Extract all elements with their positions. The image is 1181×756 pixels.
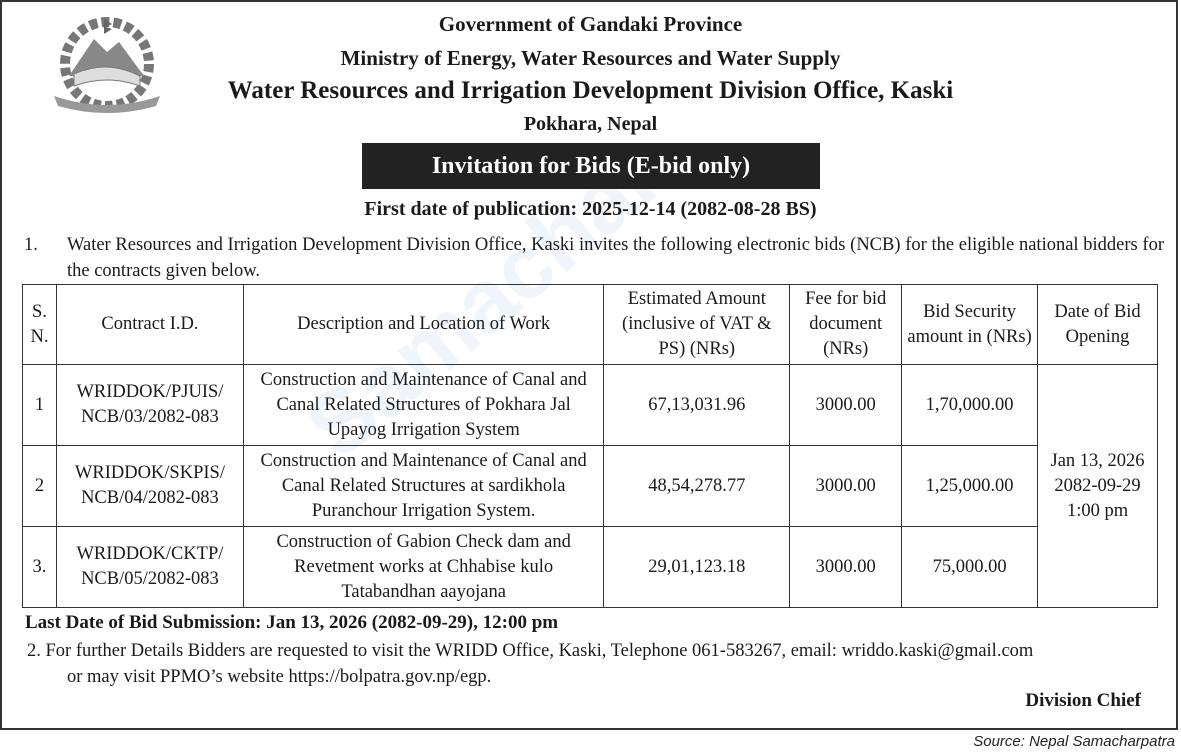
cell-description: Construction and Maintenance of Canal an… (242, 364, 605, 446)
header-security: Bid Security amount in (NRs) (901, 284, 1039, 365)
cell-amount: 67,13,031.96 (603, 364, 791, 446)
cell-fee: 3000.00 (789, 445, 903, 527)
government-title: Government of Gandaki Province (438, 12, 743, 36)
publication-date: First date of publication: 2025-12-14 (2… (364, 198, 817, 220)
cell-opening: Jan 13, 2026 2082-09-29 1:00 pm (1037, 364, 1158, 608)
opening-time: 1:00 pm (1066, 500, 1129, 521)
paragraph-2-line-1: 2. For further Details Bidders are reque… (27, 641, 1034, 661)
table-row: 1 WRIDDOK/PJUIS/ NCB/03/2082-083 Constru… (22, 364, 1158, 608)
paragraph-number: 1. (24, 235, 38, 255)
cell-sn: 2 (22, 445, 57, 527)
cell-fee: 3000.00 (789, 364, 903, 446)
paragraph-text: Water Resources and Irrigation Developme… (67, 235, 1164, 281)
notice-frame (0, 0, 1178, 730)
office-location: Pokhara, Nepal (523, 113, 658, 135)
table-header-row: S. N. Contract I.D. Description and Loca… (22, 284, 1158, 365)
header-amount: Estimated Amount (inclusive of VAT & PS)… (603, 284, 791, 365)
header-description: Description and Location of Work (242, 284, 605, 365)
ministry-title: Ministry of Energy, Water Resources and … (340, 46, 841, 70)
signature: Division Chief (1025, 690, 1141, 711)
table-row: 3. WRIDDOK/CKTP/ NCB/05/2082-083 Constru… (22, 526, 1158, 608)
bids-table: S. N. Contract I.D. Description and Loca… (22, 284, 1158, 608)
last-submission-date: Last Date of Bid Submission: Jan 13, 202… (25, 612, 559, 633)
header-opening: Date of Bid Opening (1037, 284, 1158, 365)
cell-contract-id: WRIDDOK/CKTP/ NCB/05/2082-083 (55, 526, 244, 608)
cell-description: Construction of Gabion Check dam and Rev… (242, 526, 605, 608)
source-credit: Source: Nepal Samacharpatra (973, 733, 1175, 750)
cell-fee: 3000.00 (789, 526, 903, 608)
cell-security: 1,70,000.00 (901, 364, 1039, 446)
nepal-emblem-icon (54, 17, 160, 113)
cell-description: Construction and Maintenance of Canal an… (242, 445, 605, 527)
cell-amount: 48,54,278.77 (603, 445, 791, 527)
cell-contract-id: WRIDDOK/PJUIS/ NCB/03/2082-083 (55, 364, 244, 446)
cell-contract-id: WRIDDOK/SKPIS/ NCB/04/2082-083 (55, 445, 244, 527)
header-sn: S. N. (22, 284, 57, 365)
cell-amount: 29,01,123.18 (603, 526, 791, 608)
office-title: Water Resources and Irrigation Developme… (227, 77, 954, 104)
notice-banner: Invitation for Bids (E-bid only) (362, 143, 820, 189)
paragraph-2-line-2: or may visit PPMO’s website https://bolp… (67, 667, 492, 687)
opening-date-bs: 2082-09-29 (1054, 475, 1141, 496)
cell-sn: 1 (22, 364, 57, 446)
paragraph-1: 1. Water Resources and Irrigation Develo… (24, 232, 1164, 284)
header-fee: Fee for bid document (NRs) (789, 284, 903, 365)
table-row: 2 WRIDDOK/SKPIS/ NCB/04/2082-083 Constru… (22, 445, 1158, 527)
cell-sn: 3. (22, 526, 57, 608)
cell-security: 75,000.00 (901, 526, 1039, 608)
cell-security: 1,25,000.00 (901, 445, 1039, 527)
header-contract-id: Contract I.D. (55, 284, 244, 365)
opening-date: Jan 13, 2026 (1050, 450, 1145, 471)
paragraph-2: 2. For further Details Bidders are reque… (27, 638, 1033, 690)
